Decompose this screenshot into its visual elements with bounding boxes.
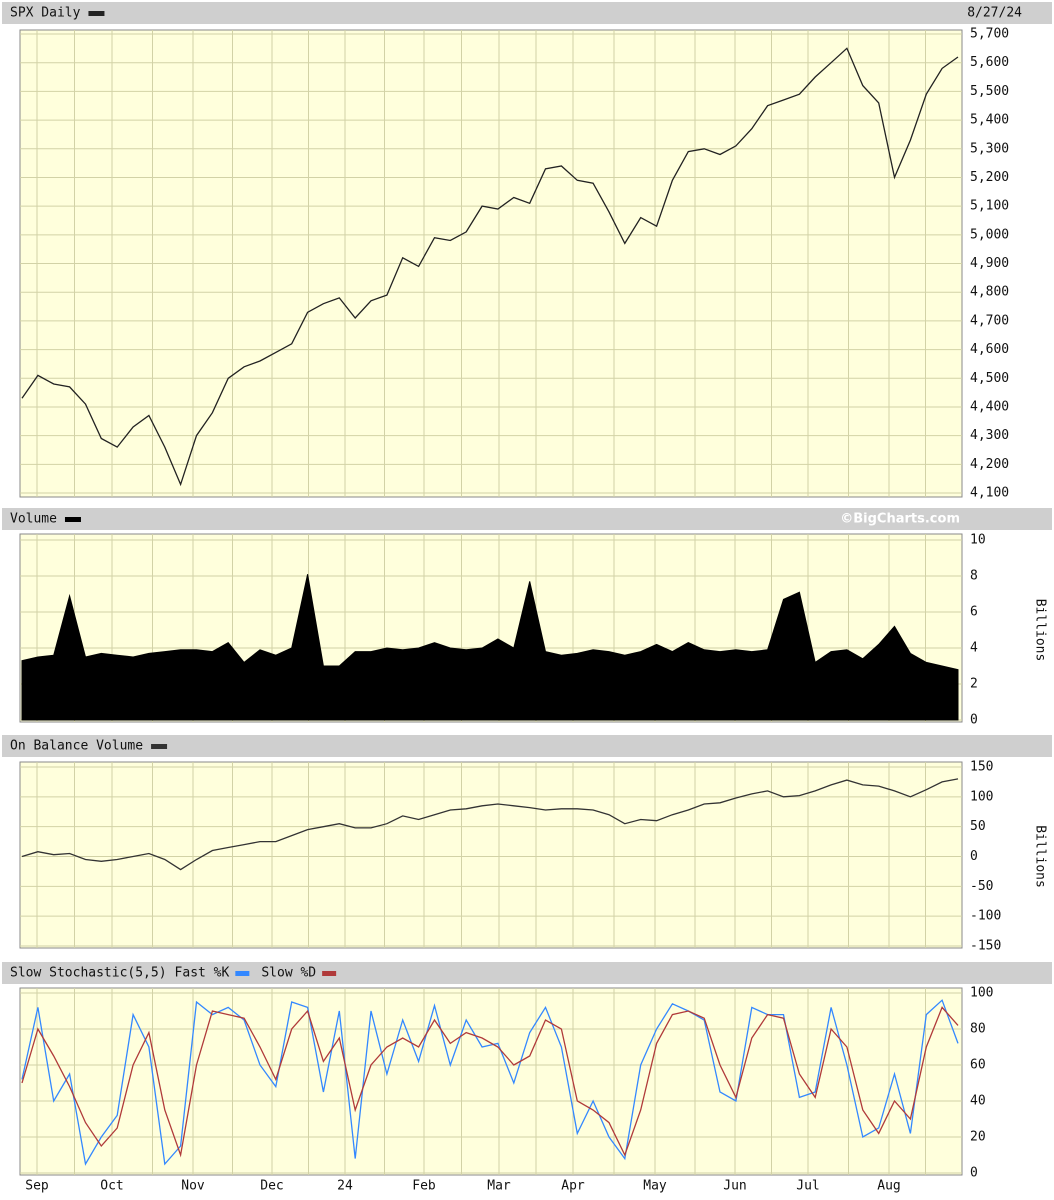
volume-area [21, 574, 959, 721]
y-tick-label: 4,800 [970, 285, 1009, 300]
y-tick-label: 5,000 [970, 227, 1009, 242]
legend-swatch [64, 517, 81, 522]
y-tick-label: 0 [970, 713, 978, 728]
y-tick-label: 4,100 [970, 486, 1009, 501]
panel-title: Volume [10, 512, 57, 527]
legend-swatch [88, 11, 105, 16]
y-tick-label: -50 [970, 879, 993, 894]
y-tick-label: 2 [970, 677, 978, 692]
panel-header [2, 2, 1052, 24]
panel-header [2, 962, 1052, 984]
series-line [21, 778, 959, 871]
x-tick-label: May [643, 1179, 667, 1194]
y-tick-label: 5,600 [970, 55, 1009, 70]
y-tick-label: 100 [970, 986, 993, 1001]
y-tick-label: 4,400 [970, 399, 1009, 414]
credit: ©BigCharts.com [840, 512, 960, 527]
y-tick-label: 40 [970, 1094, 986, 1109]
axis-label: Billions [1033, 599, 1048, 662]
x-tick-label: Oct [100, 1179, 123, 1194]
legend-swatch [235, 971, 250, 976]
series-line [21, 47, 959, 487]
y-tick-label: 80 [970, 1022, 986, 1037]
plot-area [19, 987, 963, 1176]
panel-title: Slow Stochastic(5,5) [10, 966, 167, 981]
x-tick-label: Dec [260, 1179, 283, 1194]
x-tick-label: Aug [877, 1179, 900, 1194]
y-tick-label: 8 [970, 569, 978, 584]
y-tick-label: 4 [970, 641, 978, 656]
x-tick-label: Nov [181, 1179, 205, 1194]
axis-label: Billions [1033, 825, 1048, 888]
x-tick-label: Jun [723, 1179, 746, 1194]
y-tick-label: 4,500 [970, 371, 1009, 386]
y-tick-label: 20 [970, 1130, 986, 1145]
chart-date: 8/27/24 [967, 6, 1022, 21]
y-tick-label: 100 [970, 789, 993, 804]
y-tick-label: 0 [970, 849, 978, 864]
y-tick-label: 5,100 [970, 199, 1009, 214]
legend-label: Fast %K [175, 966, 230, 981]
panel-title: On Balance Volume [10, 739, 143, 754]
legend-swatch [151, 744, 168, 749]
panel-header [2, 735, 1052, 757]
legend-label: Slow %D [261, 966, 316, 981]
y-tick-label: -150 [970, 939, 1001, 954]
y-tick-label: 5,200 [970, 170, 1009, 185]
y-tick-label: 5,500 [970, 84, 1009, 99]
y-tick-label: 10 [970, 533, 986, 548]
x-tick-label: Sep [25, 1179, 49, 1194]
y-tick-label: -100 [970, 909, 1001, 924]
y-tick-label: 4,600 [970, 342, 1009, 357]
y-tick-label: 5,300 [970, 141, 1009, 156]
x-tick-label: Apr [561, 1179, 585, 1194]
x-tick-label: Mar [487, 1179, 511, 1194]
panel-title: SPX Daily [10, 6, 81, 21]
legend-swatch [322, 971, 337, 976]
series-line [21, 1006, 959, 1158]
y-tick-label: 5,700 [970, 27, 1009, 42]
y-tick-label: 5,400 [970, 113, 1009, 128]
x-tick-label: Feb [412, 1179, 436, 1194]
y-tick-label: 150 [970, 760, 993, 775]
y-tick-label: 60 [970, 1058, 986, 1073]
y-tick-label: 4,200 [970, 457, 1009, 472]
y-tick-label: 4,900 [970, 256, 1009, 271]
panel-header [2, 508, 1052, 530]
y-tick-label: 4,300 [970, 428, 1009, 443]
y-tick-label: 6 [970, 605, 978, 620]
y-tick-label: 50 [970, 819, 986, 834]
x-tick-label: Jul [796, 1179, 819, 1194]
y-tick-label: 4,700 [970, 313, 1009, 328]
y-tick-label: 0 [970, 1166, 978, 1181]
x-tick-label: 24 [337, 1179, 353, 1194]
plot-area [19, 761, 963, 949]
